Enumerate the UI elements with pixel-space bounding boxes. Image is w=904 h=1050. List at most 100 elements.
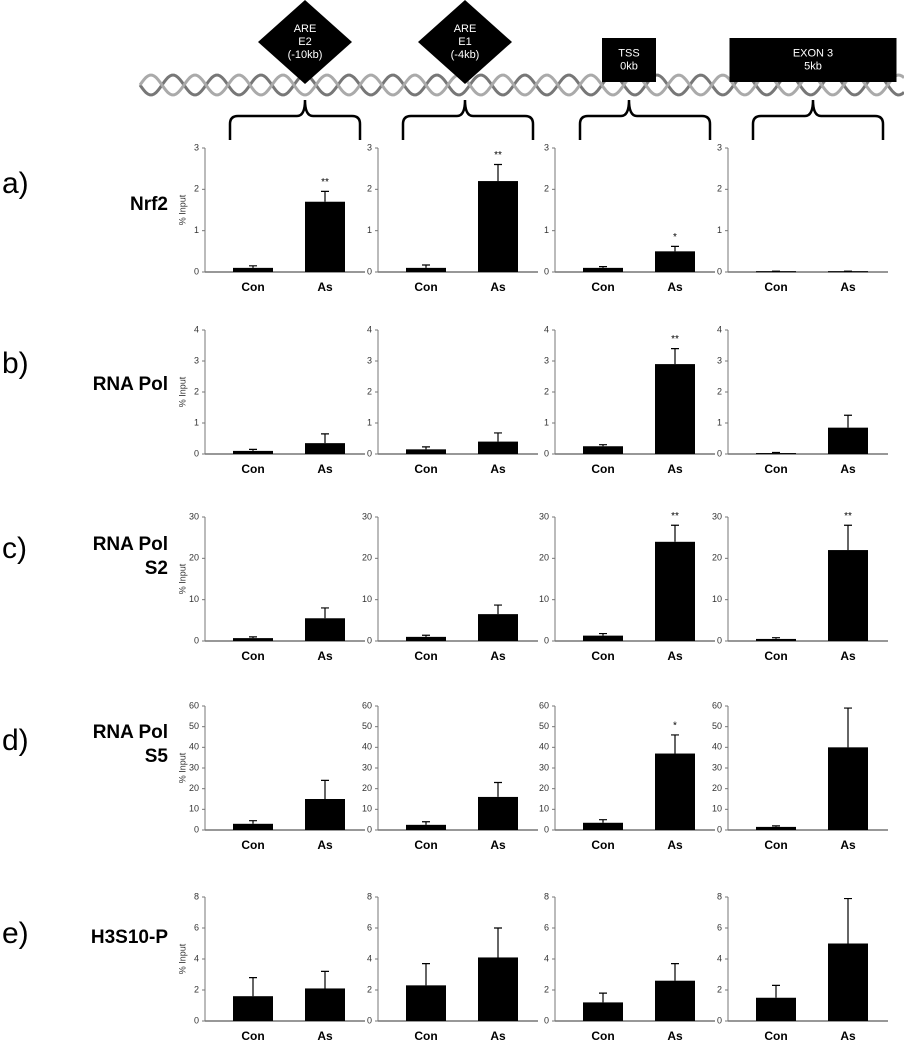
y-tick-label: 0 bbox=[367, 1015, 372, 1025]
error-bar bbox=[321, 190, 329, 202]
y-tick-label: 3 bbox=[717, 355, 722, 365]
bar bbox=[233, 996, 273, 1021]
bracket bbox=[751, 99, 885, 140]
y-tick-label: 4 bbox=[194, 953, 199, 963]
error-bar bbox=[772, 451, 780, 454]
row-label: RNA Pol bbox=[93, 534, 168, 555]
x-tick-label: Con bbox=[241, 462, 264, 476]
y-tick-label: 2 bbox=[717, 184, 722, 194]
x-tick-label: Con bbox=[414, 462, 437, 476]
y-tick-label: 4 bbox=[367, 324, 372, 334]
bar bbox=[478, 441, 518, 454]
bar bbox=[655, 364, 695, 454]
region-label: (-4kb) bbox=[451, 49, 480, 61]
bar bbox=[305, 201, 345, 272]
error-bar bbox=[671, 734, 679, 754]
x-tick-label: As bbox=[840, 838, 856, 852]
y-tick-label: 1 bbox=[194, 417, 199, 427]
x-tick-label: Con bbox=[591, 462, 614, 476]
y-tick-label: 6 bbox=[367, 922, 372, 932]
bar bbox=[233, 823, 273, 830]
y-tick-label: 40 bbox=[189, 742, 199, 752]
y-tick-label: 60 bbox=[712, 700, 722, 710]
helix-strand bbox=[138, 73, 904, 97]
y-tick-label: 10 bbox=[189, 594, 199, 604]
error-bar bbox=[321, 970, 329, 989]
y-tick-label: 20 bbox=[539, 783, 549, 793]
error-bar bbox=[249, 265, 257, 268]
bar bbox=[756, 826, 796, 830]
bar bbox=[406, 824, 446, 830]
error-bar bbox=[494, 163, 502, 182]
error-bar bbox=[599, 819, 607, 823]
bar bbox=[756, 638, 796, 641]
y-axis-label: % Input bbox=[177, 752, 187, 783]
bar bbox=[583, 635, 623, 641]
error-bar bbox=[671, 245, 679, 252]
error-bar bbox=[494, 781, 502, 797]
region-label: 5kb bbox=[804, 60, 822, 72]
row-label: H3S10-P bbox=[91, 927, 168, 948]
y-tick-label: 1 bbox=[367, 417, 372, 427]
y-tick-label: 1 bbox=[717, 417, 722, 427]
x-tick-label: Con bbox=[764, 462, 787, 476]
bar bbox=[828, 550, 868, 641]
y-tick-label: 10 bbox=[539, 804, 549, 814]
y-tick-label: 2 bbox=[367, 386, 372, 396]
x-tick-label: As bbox=[667, 1029, 683, 1043]
error-bar bbox=[494, 604, 502, 615]
error-bar bbox=[249, 820, 257, 824]
x-tick-label: Con bbox=[241, 649, 264, 663]
y-tick-label: 6 bbox=[544, 922, 549, 932]
error-bar bbox=[844, 897, 852, 944]
error-bar bbox=[671, 524, 679, 542]
y-tick-label: 30 bbox=[189, 511, 199, 521]
y-tick-label: 0 bbox=[194, 1015, 199, 1025]
x-tick-label: As bbox=[317, 1029, 333, 1043]
error-bar bbox=[772, 637, 780, 639]
y-tick-label: 50 bbox=[362, 721, 372, 731]
region-marker bbox=[729, 38, 897, 82]
error-bar bbox=[422, 963, 430, 986]
error-bar bbox=[671, 963, 679, 981]
error-bar bbox=[422, 446, 430, 450]
y-tick-label: 40 bbox=[362, 742, 372, 752]
y-tick-label: 2 bbox=[717, 984, 722, 994]
x-tick-label: Con bbox=[591, 649, 614, 663]
region-label: 0kb bbox=[620, 60, 638, 72]
x-tick-label: Con bbox=[764, 649, 787, 663]
significance: * bbox=[673, 232, 677, 243]
x-tick-label: Con bbox=[241, 1029, 264, 1043]
bar bbox=[583, 1002, 623, 1021]
error-bar bbox=[494, 927, 502, 958]
y-tick-label: 2 bbox=[544, 984, 549, 994]
y-tick-label: 10 bbox=[362, 594, 372, 604]
significance: ** bbox=[671, 334, 679, 345]
bar bbox=[478, 957, 518, 1021]
bracket bbox=[578, 99, 712, 140]
y-tick-label: 50 bbox=[712, 721, 722, 731]
region-marker bbox=[418, 0, 512, 84]
row-label: RNA Pol bbox=[93, 722, 168, 743]
error-bar bbox=[772, 984, 780, 998]
y-tick-label: 2 bbox=[367, 184, 372, 194]
region-marker bbox=[258, 0, 352, 84]
x-tick-label: Con bbox=[414, 649, 437, 663]
y-tick-label: 0 bbox=[544, 266, 549, 276]
y-tick-label: 20 bbox=[362, 783, 372, 793]
y-axis-label: % Input bbox=[177, 943, 187, 974]
y-tick-label: 0 bbox=[544, 635, 549, 645]
bar bbox=[583, 822, 623, 830]
y-tick-label: 2 bbox=[194, 984, 199, 994]
y-tick-label: 20 bbox=[712, 553, 722, 563]
region-label: E1 bbox=[458, 36, 471, 48]
bar bbox=[406, 985, 446, 1021]
y-tick-label: 0 bbox=[717, 824, 722, 834]
y-tick-label: 50 bbox=[189, 721, 199, 731]
y-tick-label: 6 bbox=[194, 922, 199, 932]
row-letter: a) bbox=[2, 167, 29, 200]
bar bbox=[655, 980, 695, 1021]
x-tick-label: Con bbox=[414, 280, 437, 294]
error-bar bbox=[599, 266, 607, 268]
y-tick-label: 8 bbox=[544, 891, 549, 901]
